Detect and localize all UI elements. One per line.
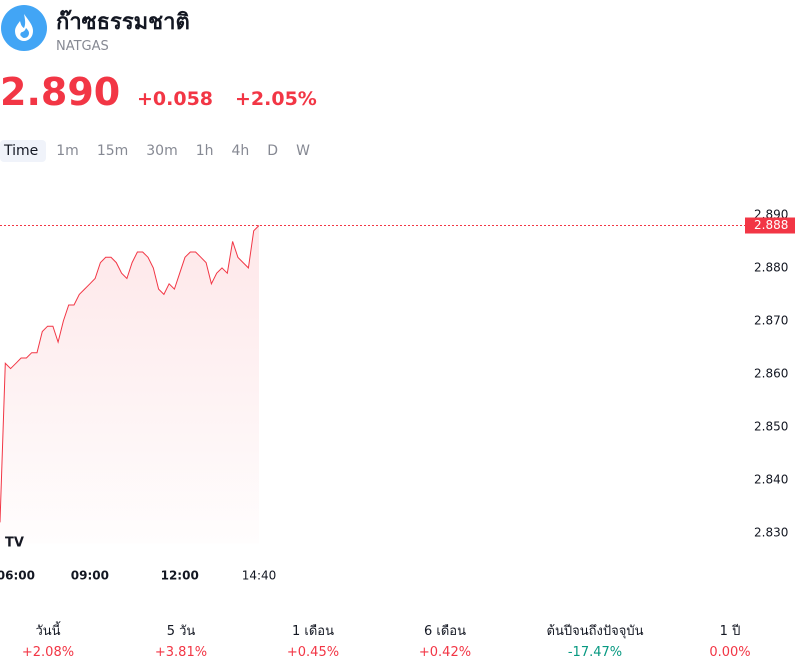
x-tick-label: 09:00 (71, 569, 109, 583)
performance-label: 1 ปี (719, 624, 741, 639)
price: 2.890 (0, 70, 121, 114)
title: ก๊าซธรรมชาติ (56, 10, 190, 35)
y-tick-label: 2.850 (754, 419, 788, 433)
performance-item[interactable]: วันนี้ +2.08% (0, 620, 96, 660)
performance-label: วันนี้ (35, 624, 61, 639)
area (0, 225, 259, 544)
change: +0.058 (137, 88, 214, 110)
timeframe[interactable]: Time (0, 140, 47, 162)
performance-item[interactable]: 1 เดือน +0.45% (266, 620, 360, 660)
timeframes: Time 1m 15m 30m 1h 4h D W (0, 140, 324, 162)
performance-value: +0.45% (286, 645, 340, 660)
timeframe[interactable]: 4h (231, 143, 250, 159)
flame (15, 14, 33, 41)
performance-value: +2.08% (21, 645, 75, 660)
performance-value: 0.00% (709, 645, 751, 660)
y-tick-label: 2.840 (754, 472, 788, 486)
performance-value: +3.81% (154, 645, 208, 660)
symbol: NATGAS (56, 39, 109, 54)
y-tick-label: 2.860 (754, 366, 788, 380)
line (0, 225, 260, 523)
timeframe[interactable]: D (267, 143, 279, 159)
performance-item[interactable]: 6 เดือน +0.42% (360, 620, 530, 660)
performance-item[interactable]: ต้นปีจนถึงปัจจุบัน -17.47% (530, 620, 660, 660)
performance-label: 1 เดือน (292, 624, 334, 639)
change-percent: +2.05% (235, 88, 317, 110)
performance-value: -17.47% (567, 645, 623, 660)
performance-label: ต้นปีจนถึงปัจจุบัน (546, 624, 644, 639)
performance-item[interactable]: 1 ปี 0.00% (660, 620, 800, 660)
x-tick-label: 14:40 (242, 569, 277, 583)
timeframe[interactable]: 1m (56, 143, 79, 159)
y-tick-label: 2.870 (754, 313, 788, 327)
performance-label: 5 วัน (166, 624, 196, 639)
performance-item[interactable]: 5 วัน +3.81% (96, 620, 266, 660)
price-label: 2.888 (754, 218, 788, 232)
timeframe[interactable]: W (296, 143, 310, 159)
timeframe[interactable]: 30m (146, 143, 178, 159)
performance: วันนี้ +2.08% 5 วัน +3.81% 1 เดือน +0.45% 6 เด… (0, 620, 800, 660)
y-tick-label: 2.830 (754, 525, 788, 539)
performance-value: +0.42% (418, 645, 472, 660)
x-tick-label: 12:00 (161, 569, 199, 583)
y-tick-label: 2.880 (754, 260, 788, 274)
timeframe[interactable]: 15m (96, 143, 129, 159)
timeframe[interactable]: 1h (195, 143, 214, 159)
x-tick-label: 06:00 (0, 569, 35, 583)
performance-label: 6 เดือน (424, 624, 466, 639)
price-label-bg (745, 217, 795, 234)
